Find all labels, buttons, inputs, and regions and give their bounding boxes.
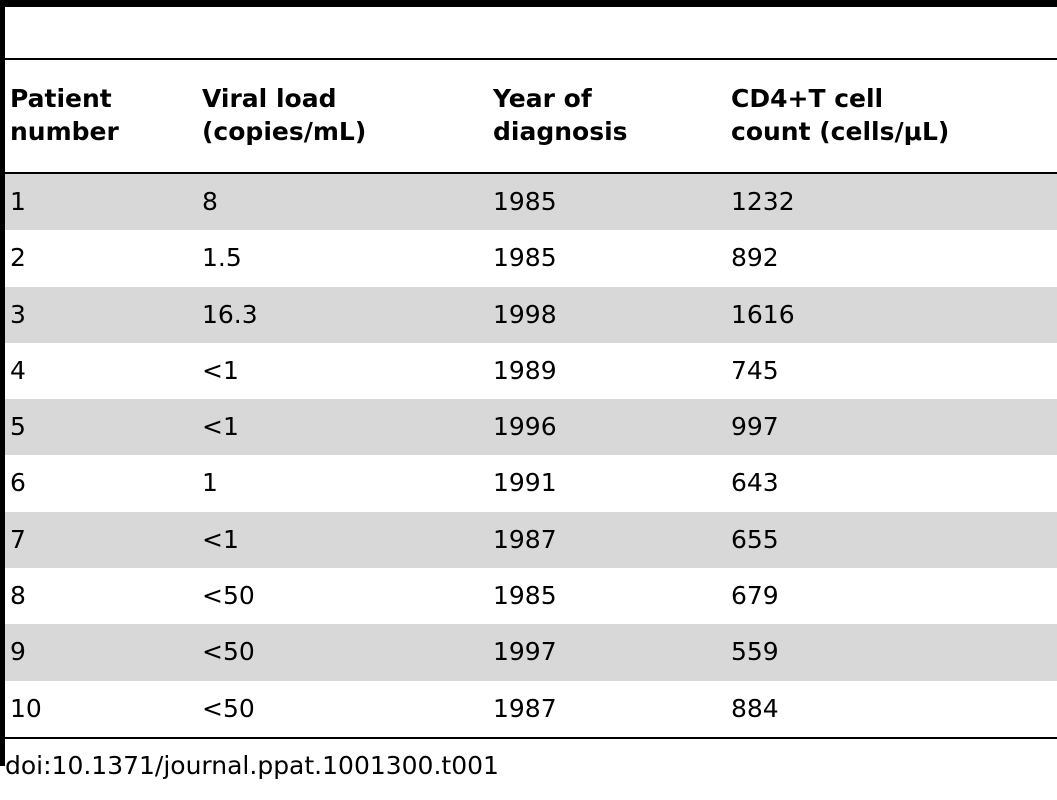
table-row: 4 <1 1989 745 — [5, 343, 1057, 399]
cell-viral-load: <1 — [202, 355, 239, 385]
cell-viral-load: <1 — [202, 524, 239, 554]
cell-year-of-diagnosis: 1997 — [493, 637, 557, 667]
cell-patient-number: 1 — [10, 187, 26, 216]
table-row: 2 1.5 1985 892 — [5, 230, 1057, 286]
cell-cd4-count: 1616 — [731, 299, 795, 329]
cell-patient-number: 4 — [10, 355, 26, 385]
table-row: 10 <50 1987 884 — [5, 681, 1057, 737]
header-bottom-rule — [5, 172, 1057, 174]
cell-patient-number: 9 — [10, 637, 26, 667]
cell-viral-load: 16.3 — [202, 299, 258, 329]
cell-viral-load: 1 — [202, 468, 218, 498]
cell-viral-load: 1.5 — [202, 243, 242, 273]
cell-year-of-diagnosis: 1985 — [493, 581, 557, 611]
header-viral-load: Viral load (copies/mL) — [202, 84, 367, 146]
doi-caption: doi:10.1371/journal.ppat.1001300.t001 — [5, 751, 499, 780]
cell-viral-load: <50 — [202, 693, 255, 723]
table-row: 8 <50 1985 679 — [5, 568, 1057, 624]
top-border — [0, 0, 1057, 7]
cell-year-of-diagnosis: 1987 — [493, 693, 557, 723]
table-header: Patient number Viral load (copies/mL) Ye… — [5, 60, 1057, 172]
cell-cd4-count: 997 — [731, 412, 779, 442]
table-bottom-rule — [5, 737, 1057, 739]
header-patient-number: Patient number — [10, 84, 119, 146]
cell-cd4-count: 745 — [731, 355, 779, 385]
table-row: 9 <50 1997 559 — [5, 624, 1057, 681]
cell-patient-number: 10 — [10, 693, 42, 723]
cell-cd4-count: 559 — [731, 637, 779, 667]
cell-cd4-count: 655 — [731, 524, 779, 554]
cell-year-of-diagnosis: 1985 — [493, 243, 557, 273]
header-top-rule — [5, 58, 1057, 60]
table-row: 3 16.3 1998 1616 — [5, 286, 1057, 343]
cell-patient-number: 5 — [10, 412, 26, 442]
table-body: 1 8 1985 1232 2 1.5 1985 892 3 16.3 1998 1616 4 <1 198… — [5, 174, 1057, 737]
table-row: 1 8 1985 1232 — [5, 174, 1057, 231]
cell-patient-number: 3 — [10, 299, 26, 329]
cell-patient-number: 2 — [10, 243, 26, 273]
header-year-of-diagnosis: Year of diagnosis — [493, 84, 628, 146]
table-row: 7 <1 1987 655 — [5, 511, 1057, 569]
header-cd4-count: CD4+T cell count (cells/μL) — [731, 84, 950, 146]
table-row: 6 1 1991 643 — [5, 455, 1057, 511]
cell-patient-number: 8 — [10, 581, 26, 611]
cell-viral-load: 8 — [202, 187, 218, 216]
cell-year-of-diagnosis: 1987 — [493, 524, 557, 554]
cell-year-of-diagnosis: 1989 — [493, 355, 557, 385]
cell-patient-number: 6 — [10, 468, 26, 498]
cell-cd4-count: 892 — [731, 243, 779, 273]
table-row: 5 <1 1996 997 — [5, 399, 1057, 456]
cell-patient-number: 7 — [10, 524, 26, 554]
cell-cd4-count: 643 — [731, 468, 779, 498]
cell-cd4-count: 884 — [731, 693, 779, 723]
cell-cd4-count: 679 — [731, 581, 779, 611]
cell-year-of-diagnosis: 1996 — [493, 412, 557, 442]
left-border — [0, 0, 5, 766]
cell-viral-load: <50 — [202, 637, 255, 667]
cell-year-of-diagnosis: 1991 — [493, 468, 557, 498]
cell-year-of-diagnosis: 1998 — [493, 299, 557, 329]
cell-year-of-diagnosis: 1985 — [493, 187, 557, 216]
cell-viral-load: <50 — [202, 581, 255, 611]
cell-viral-load: <1 — [202, 412, 239, 442]
cell-cd4-count: 1232 — [731, 187, 795, 216]
